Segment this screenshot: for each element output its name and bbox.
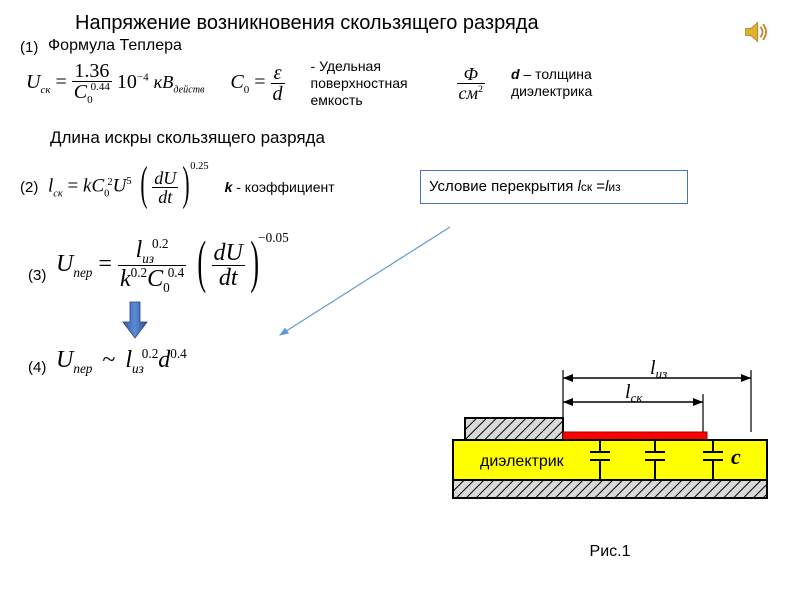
desc-d-thickness: d – толщина диэлектрика <box>511 66 631 100</box>
unit-phi-cm2: Ф см2 <box>457 65 485 102</box>
figure-1: lиз lск диэлектрик c Рис.1 <box>445 360 775 560</box>
eq-number-2: (2) <box>20 179 44 196</box>
desc-specific-capacitance: - Удельная поверхностная емкость <box>311 58 431 108</box>
svg-text:lск: lск <box>625 381 643 405</box>
equation-2: lск = kC02U5 ( dU dt )0.25 <box>48 168 213 206</box>
section-spark-length: Длина искры скользящего разряда <box>50 128 780 148</box>
equation-4: Uпер ~ lиз0.2d0.4 <box>56 346 187 377</box>
arrow-down-icon <box>120 300 150 340</box>
eq-number-1: (1) <box>20 39 44 56</box>
eq-number-4: (4) <box>28 359 52 376</box>
figure-caption: Рис.1 <box>445 543 775 561</box>
eq-number-3: (3) <box>28 267 52 284</box>
formula-name: Формула Теплера <box>48 37 182 55</box>
equation-1: Uск = 1.36 С00.44 10−4 кВдейств <box>26 61 204 106</box>
svg-text:диэлектрик: диэлектрик <box>480 453 565 470</box>
page-title: Напряжение возникновения скользящего раз… <box>75 12 780 35</box>
equation-3: Uпер = lиз0.2 k0.2C00.4 ( dU dt )−0.05 <box>56 237 295 294</box>
overlap-condition-box: Условие перекрытия lск =lиз <box>420 170 688 204</box>
audio-icon[interactable] <box>742 18 770 46</box>
svg-text:lиз: lиз <box>650 360 667 381</box>
desc-k-coeff: k - коэффициент <box>225 179 335 196</box>
equation-c0: C0 = ε d <box>230 63 284 104</box>
svg-text:c: c <box>731 444 741 469</box>
